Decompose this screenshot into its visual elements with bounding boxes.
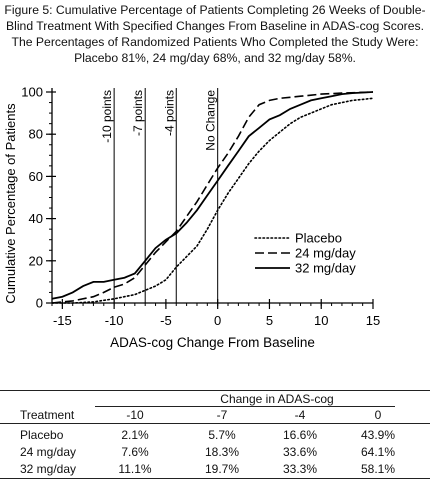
table-row-label: 32 mg/day [20,462,77,476]
y-tick-label: 40 [29,211,43,226]
table-col-header: 0 [374,408,382,422]
table-group-rule [95,406,395,407]
legend-label: 32 mg/day [295,261,356,276]
x-tick-label: 5 [266,313,273,328]
y-tick-label: 60 [29,169,43,184]
table-cell: 58.1% [360,462,396,476]
x-tick-label: -5 [160,313,172,328]
x-tick-label: -10 [105,313,124,328]
table-group-header: Change in ADAS-cog [220,392,334,406]
y-tick-label: 0 [36,296,43,311]
series-line [51,91,374,300]
table-top-rule [0,390,430,391]
table-row-label: Placebo [20,428,64,442]
table-col-header: -10 [126,408,144,422]
table-cell: 7.6% [121,445,149,459]
legend-label: Placebo [295,231,342,246]
table-cell: 33.3% [282,462,318,476]
x-tick-label: -15 [53,313,72,328]
x-tick-label: 0 [214,313,221,328]
table-cell: 11.1% [118,462,152,476]
table-cell: 5.7% [208,428,236,442]
series-line [51,91,374,304]
table-row-label: 24 mg/day [20,445,77,459]
y-tick-label: 80 [29,127,43,142]
table-cell: 16.6% [282,428,318,442]
table-cell: 43.9% [360,428,396,442]
y-tick-label: 20 [29,253,43,268]
table-cell: 19.7% [204,462,240,476]
legend-label: 24 mg/day [295,246,356,261]
table-cell: 2.1% [121,428,149,442]
figure-caption: Figure 5: Cumulative Percentage of Patie… [4,3,426,65]
reference-line-label: No Change [204,90,218,151]
y-axis-label: Cumulative Percentage of Patients [3,103,18,304]
table-col-header: -7 [216,408,228,422]
table-header-rule [0,423,430,424]
y-tick-label: 100 [21,85,43,100]
reference-line-label: -7 points [131,90,145,136]
x-tick-label: 15 [366,313,380,328]
x-axis-label: ADAS-cog Change From Baseline [110,335,315,350]
table-cell: 18.3% [204,445,240,459]
series-line [51,97,374,304]
table-col-header: -4 [294,408,306,422]
x-tick-label: 10 [314,313,328,328]
table-cell: 64.1% [360,445,396,459]
line-chart: -15 -10 -5 0 5 10 15 0 20 40 60 80 100 ADAS-cog Chang… [3,85,380,351]
table-cell: 33.6% [282,445,318,459]
table-col-header-treatment: Treatment [20,408,75,422]
reference-line-label: -10 points [100,90,114,143]
reference-line-label: -4 points [162,90,176,136]
table-bottom-rule [0,478,430,479]
